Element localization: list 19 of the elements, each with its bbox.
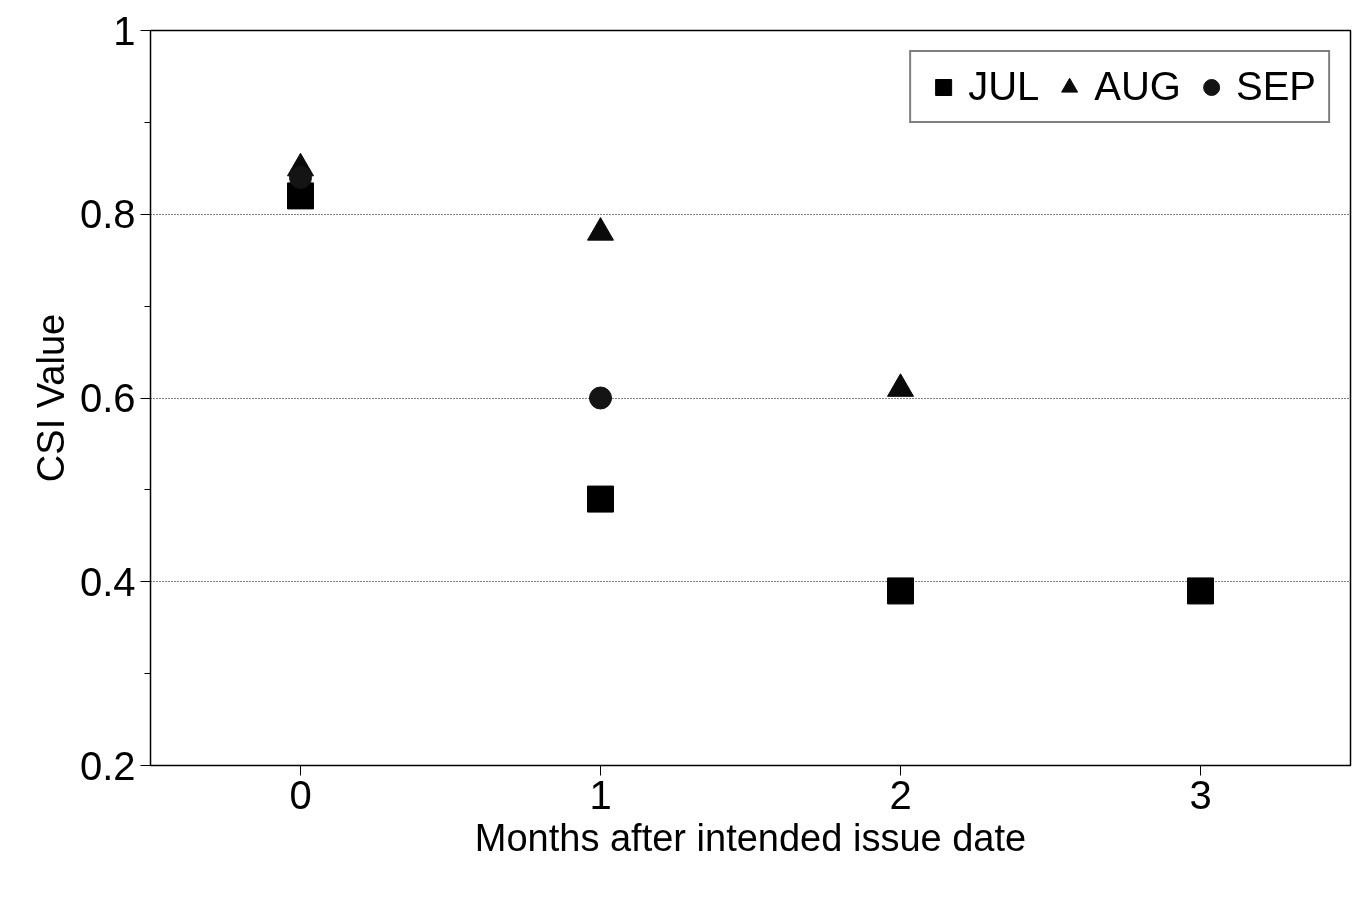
y-axis-title: CSI Value xyxy=(29,313,72,483)
y-tick-label: 0.8 xyxy=(79,192,136,237)
x-tick-label: 3 xyxy=(1189,772,1212,817)
point xyxy=(289,166,312,189)
legend-label: JUL xyxy=(968,64,1040,109)
point xyxy=(587,485,614,513)
legend-label: SEP xyxy=(1235,64,1316,109)
y-tick-label: 0.4 xyxy=(79,559,136,604)
legend-label: AUG xyxy=(1094,64,1181,109)
x-tick-label: 1 xyxy=(589,772,612,817)
y-tick-label: 0.2 xyxy=(79,743,136,788)
point xyxy=(589,386,612,410)
y-tick-label: 0.6 xyxy=(79,376,136,420)
x-axis-title: Months after intended issue date xyxy=(474,816,1027,859)
x-tick-label: 2 xyxy=(889,772,912,817)
point xyxy=(887,577,914,605)
x-tick-label: 0 xyxy=(289,772,312,817)
y-tick-label: 1 xyxy=(113,8,136,53)
point xyxy=(1187,577,1214,605)
